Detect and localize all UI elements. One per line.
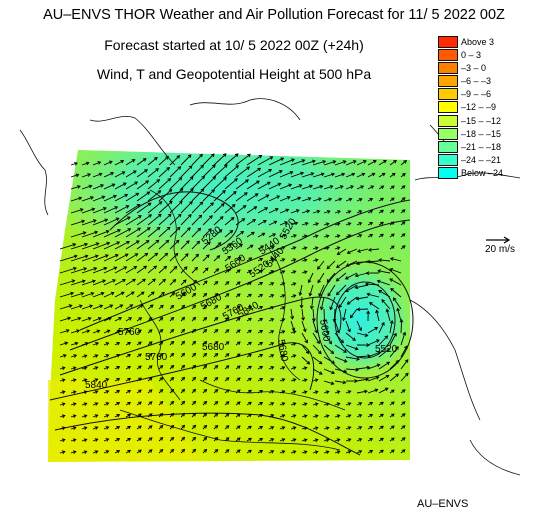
contour-label: 5600 xyxy=(317,319,332,343)
legend-swatch xyxy=(438,88,458,101)
geopotential-contours xyxy=(49,191,414,456)
legend-label: –6 – –3 xyxy=(461,76,492,87)
contour-label: 5680 xyxy=(202,342,225,353)
legend-swatch xyxy=(438,75,458,88)
legend-swatch xyxy=(438,140,458,153)
legend-swatch xyxy=(438,36,458,48)
legend-swatch xyxy=(438,153,458,166)
legend-label: –18 – –15 xyxy=(461,128,502,139)
footer-credit: AU–ENVS xyxy=(417,498,469,510)
legend-label: –9 – –6 xyxy=(461,89,492,100)
legend-swatch xyxy=(438,62,458,75)
legend-label: –15 – –12 xyxy=(461,115,502,126)
forecast-start: Forecast started at 10/ 5 2022 00Z (+24h… xyxy=(104,37,364,53)
legend-swatch xyxy=(438,166,458,179)
wind-vectors xyxy=(59,153,409,455)
wind-scale-label: 20 m/s xyxy=(485,244,516,255)
legend-label: 0 – 3 xyxy=(461,50,482,61)
legend-label: Below –24 xyxy=(461,167,504,178)
contour-label: 5760 xyxy=(118,327,141,338)
legend-label: –21 – –18 xyxy=(461,141,502,152)
contour-label: 5520 xyxy=(375,344,398,355)
map-title: AU–ENVS THOR Weather and Air Pollution F… xyxy=(43,7,505,23)
legend-swatch xyxy=(438,127,458,140)
contour-label: 5680 xyxy=(275,339,290,363)
legend-swatch xyxy=(438,114,458,127)
legend-label: –3 – 0 xyxy=(461,63,487,74)
warm-region xyxy=(48,380,200,462)
wind-scale-arrow-icon xyxy=(486,236,511,244)
legend-label: –12 – –9 xyxy=(461,102,497,113)
legend-swatch xyxy=(438,101,458,114)
contour-label: 5760 xyxy=(145,352,168,363)
legend-swatch xyxy=(438,49,458,62)
legend-label: Above 3 xyxy=(461,37,495,47)
legend-label: –24 – –21 xyxy=(461,154,502,165)
contour-label: 5840 xyxy=(85,380,108,391)
map-subtitle: Wind, T and Geopotential Height at 500 h… xyxy=(96,66,372,82)
